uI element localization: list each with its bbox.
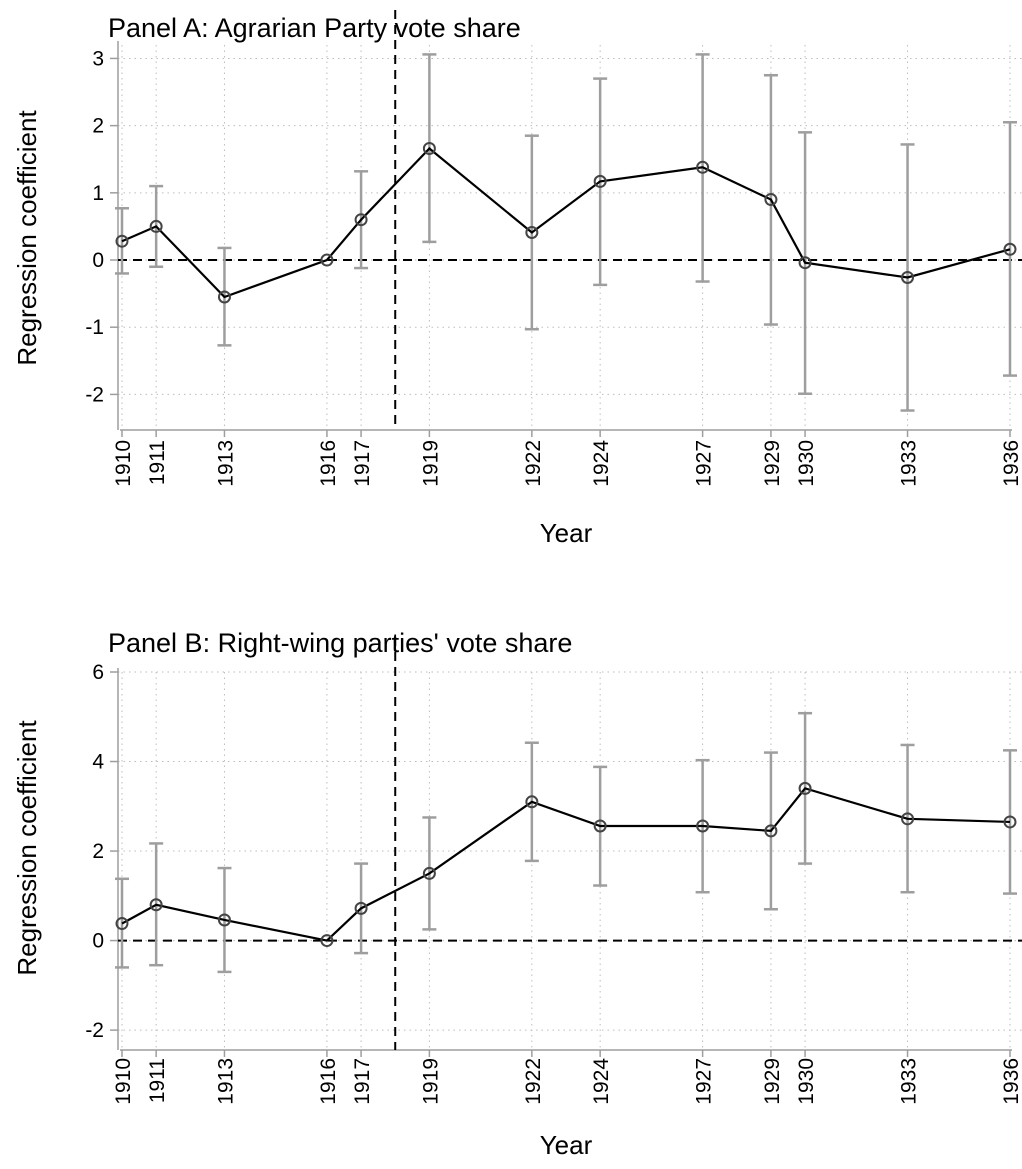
panel-b-x-tick-label: 1910 [112, 1058, 135, 1105]
panel-a-data-point [798, 256, 812, 270]
panel-b-data-point [798, 781, 812, 795]
panel-a-data-point [525, 225, 539, 239]
panel-a-data-point [1003, 242, 1017, 256]
panel-a: Panel A: Agrarian Party vote share Regre… [12, 10, 1022, 548]
panel-a-y-tick-label: -1 [85, 316, 104, 339]
panel-a-ci-bar [1003, 121, 1017, 377]
panel-a-x-axis-title: Year [540, 518, 593, 548]
panel-b-x-tick-label: 1927 [693, 1058, 716, 1105]
panel-b-data-point [422, 866, 436, 880]
panel-a-x-tick-label: 1913 [214, 440, 237, 487]
panel-b-y-tick-label: -2 [85, 1019, 104, 1042]
panel-a-title: Panel A: Agrarian Party vote share [108, 13, 521, 43]
panel-b-data-point [149, 898, 163, 912]
panel-b-x-tick-label: 1916 [317, 1058, 340, 1105]
panel-a-data-point [593, 174, 607, 188]
panel-a-x-tick-label: 1916 [317, 440, 340, 487]
panel-b-data-point [115, 917, 129, 931]
panel-a-x-tick-label: 1930 [795, 440, 818, 487]
panel-b-data-point [217, 913, 231, 927]
panel-a-x-tick-label: 1917 [351, 440, 374, 487]
panel-b-data-point [525, 795, 539, 809]
panel-b-y-tick-label: 4 [92, 751, 104, 774]
panel-b-x-tick-label: 1929 [761, 1058, 784, 1105]
panel-a-x-tick-label: 1922 [522, 440, 545, 487]
panel-b-data-point [696, 819, 710, 833]
panel-b-data-point [593, 819, 607, 833]
panel-a-y-tick-label: 3 [92, 47, 104, 70]
panel-a-x-tick-label: 1910 [112, 440, 135, 487]
panel-b-x-tick-label: 1917 [351, 1058, 374, 1105]
panel-b-x-tick-label: 1911 [146, 1058, 169, 1103]
panel-a-data-point [696, 160, 710, 174]
panel-b-x-tick-label: 1930 [795, 1058, 818, 1105]
panel-a-y-tick-label: 2 [92, 115, 104, 138]
panel-b-data-point [320, 934, 334, 948]
panel-a-x-tick-label: 1927 [693, 440, 716, 487]
panel-a-x-tick-label: 1924 [590, 440, 613, 487]
panel-b-x-axis-title: Year [540, 1130, 593, 1160]
panel-a-y-axis-title: Regression coefficient [12, 110, 42, 366]
panel-a-y-tick-label: 1 [92, 182, 104, 205]
panel-a-x-tick-label: 1919 [419, 440, 442, 487]
panel-a-data-point [354, 213, 368, 227]
panel-b-estimate-line [121, 787, 1011, 942]
panel-b-x-tick-label: 1919 [419, 1058, 442, 1105]
panel-b-data-point [354, 901, 368, 915]
panel-a-x-tick-label: 1936 [1000, 440, 1022, 487]
panel-a-data-point [422, 141, 436, 155]
panel-a-data-point [115, 234, 129, 248]
panel-b-x-tick-label: 1922 [522, 1058, 545, 1105]
panel-b-data-point [764, 824, 778, 838]
panel-b: Panel B: Right-wing parties' vote share … [12, 628, 1022, 1160]
panel-b-y-axis-title: Regression coefficient [12, 720, 42, 976]
panel-b-x-tick-label: 1913 [214, 1058, 237, 1105]
panel-b-title: Panel B: Right-wing parties' vote share [108, 628, 572, 658]
panel-a-y-tick-label: 0 [92, 249, 104, 272]
panel-a-data-point [320, 253, 334, 267]
panel-b-y-tick-label: 0 [92, 930, 104, 953]
panel-a-x-tick-label: 1911 [146, 440, 169, 485]
panel-a-estimate-line [121, 146, 1011, 299]
panel-a-x-tick-label: 1929 [761, 440, 784, 487]
panel-b-x-tick-label: 1933 [898, 1058, 921, 1105]
panel-b-y-tick-label: 6 [92, 661, 104, 684]
panel-a-x-tick-label: 1933 [898, 440, 921, 487]
panel-b-x-tick-label: 1924 [590, 1058, 613, 1105]
panel-b-data-point [901, 812, 915, 826]
panel-b-y-tick-label: 2 [92, 840, 104, 863]
panel-a-data-point [217, 290, 231, 304]
panel-a-data-point [901, 270, 915, 284]
panel-a-y-tick-label: -2 [85, 383, 104, 406]
panel-b-x-tick-label: 1936 [1000, 1058, 1022, 1105]
panel-a-data-point [149, 219, 163, 233]
panel-a-data-point [764, 193, 778, 207]
panel-b-data-point [1003, 815, 1017, 829]
